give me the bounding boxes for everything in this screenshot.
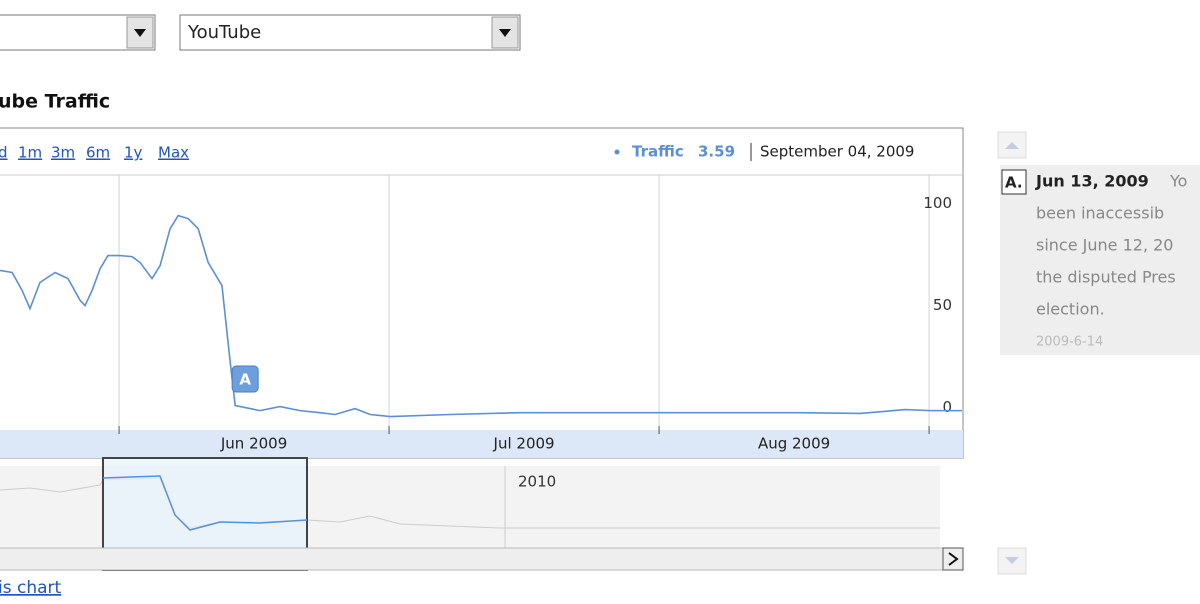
footer-link[interactable]: is chart bbox=[0, 578, 62, 598]
y-tick-label: 100 bbox=[923, 194, 952, 212]
legend-date: September 04, 2009 bbox=[760, 143, 914, 161]
traffic-line bbox=[0, 214, 962, 418]
zoom-link[interactable]: 1y bbox=[124, 144, 143, 162]
dropdown-1[interactable] bbox=[0, 14, 156, 51]
navigator-selected-line bbox=[102, 475, 308, 531]
x-tick-label: Jul 2009 bbox=[493, 435, 555, 453]
legend-value: 3.59 bbox=[698, 143, 735, 161]
annotation-letter-box bbox=[1001, 169, 1027, 195]
zoom-link[interactable]: Max bbox=[158, 144, 189, 162]
zoom-link[interactable]: 1m bbox=[18, 144, 42, 162]
dropdown-value: YouTube bbox=[187, 22, 261, 43]
x-tick-label: Aug 2009 bbox=[758, 435, 830, 453]
annotation-posted: 2009-6-14 bbox=[1036, 335, 1103, 350]
y-tick-label: 50 bbox=[933, 296, 952, 314]
down-arrow bbox=[1005, 557, 1019, 564]
dropdown-2[interactable]: YouTube bbox=[179, 14, 521, 51]
annotation-card bbox=[1000, 165, 1200, 355]
annotation-text: election. bbox=[1036, 300, 1105, 319]
annotation-marker: A bbox=[239, 371, 251, 389]
up-arrow bbox=[1005, 142, 1019, 149]
x-tick-label: Jun 2009 bbox=[220, 435, 287, 453]
scrollbar[interactable] bbox=[0, 547, 944, 571]
chart-frame bbox=[0, 127, 964, 459]
annotation-text: since June 12, 20 bbox=[1036, 236, 1173, 255]
annotation-date: Jun 13, 2009 bbox=[1035, 172, 1149, 191]
chart-title: ube Traffic bbox=[0, 91, 110, 113]
annotation-text: Yo bbox=[1169, 172, 1187, 191]
zoom-link[interactable]: 3m bbox=[51, 144, 75, 162]
annotation-letter: A. bbox=[1005, 174, 1023, 192]
navigator-label: 2010 bbox=[518, 473, 556, 491]
dropdown-arrow bbox=[134, 29, 146, 37]
y-tick-label: 0 bbox=[942, 398, 952, 416]
annotation-text: the disputed Pres bbox=[1036, 268, 1176, 287]
zoom-link[interactable]: d bbox=[0, 144, 8, 162]
x-axis-band bbox=[0, 430, 963, 458]
legend-name: Traffic bbox=[632, 143, 684, 161]
legend-dot bbox=[614, 149, 620, 155]
scroll-arrow bbox=[948, 552, 959, 566]
zoom-link[interactable]: 6m bbox=[86, 144, 110, 162]
scroll-right-button[interactable] bbox=[942, 547, 964, 571]
dropdown-arrow bbox=[499, 29, 511, 37]
dropdown-box bbox=[179, 14, 521, 51]
annotation-text: been inaccessib bbox=[1036, 204, 1164, 223]
annotation-flag[interactable] bbox=[231, 365, 259, 393]
